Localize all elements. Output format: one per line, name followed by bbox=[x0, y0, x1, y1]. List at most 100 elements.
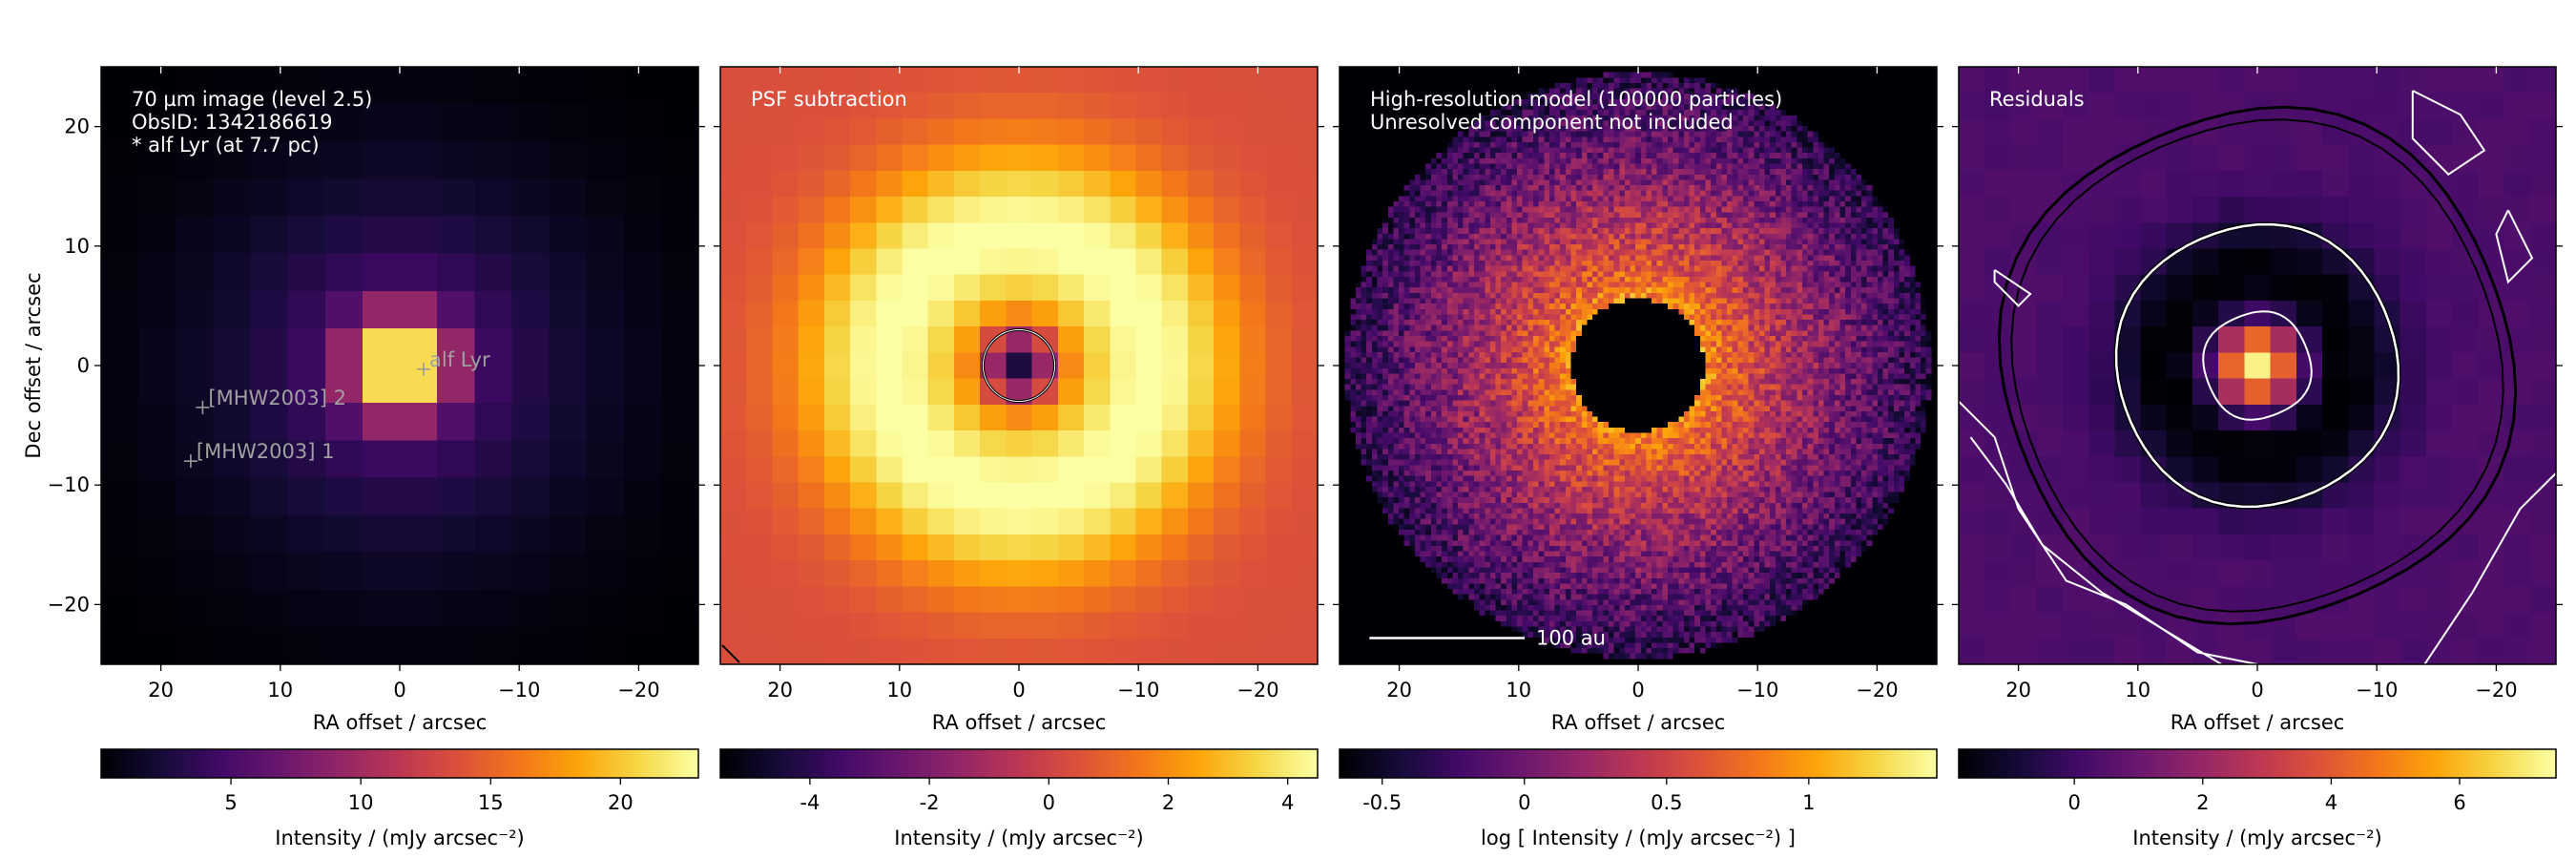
panel-residuals-ticks bbox=[1952, 67, 2563, 671]
x-tick-label: 10 bbox=[267, 679, 293, 702]
panel-image-annotation-1: ObsID: 1342186619 bbox=[132, 111, 333, 134]
panel-psf-subtraction-annotation-0: PSF subtraction bbox=[751, 88, 907, 111]
y-tick-label: 20 bbox=[64, 115, 90, 138]
panel-model-heatmap bbox=[1340, 67, 1937, 664]
colorbar-tick-label: 20 bbox=[608, 791, 634, 814]
x-tick-label: −10 bbox=[2356, 679, 2398, 702]
x-tick-label: −10 bbox=[498, 679, 540, 702]
colorbar-tick-label: 15 bbox=[478, 791, 504, 814]
colorbar-tick-label: 0 bbox=[1518, 791, 1530, 814]
x-tick-label: 10 bbox=[1506, 679, 1531, 702]
residual-contour-lobe-1 bbox=[1959, 400, 2258, 664]
x-tick-label: 0 bbox=[1012, 679, 1025, 702]
panel-psf-subtraction-colorbar bbox=[720, 749, 1318, 778]
x-tick-label: −10 bbox=[1736, 679, 1778, 702]
source-marker-1 bbox=[196, 400, 210, 414]
x-tick-label: 0 bbox=[1631, 679, 1644, 702]
panel-psf-subtraction-heatmap bbox=[720, 67, 1318, 664]
residual-contour-outer-neg bbox=[1997, 105, 2518, 626]
x-tick-label: 0 bbox=[393, 679, 405, 702]
panel-model-colorbar bbox=[1340, 749, 1937, 778]
panel-image-ticks bbox=[94, 67, 705, 671]
y-tick-label: −10 bbox=[48, 473, 90, 496]
colorbar-tick-label: 1 bbox=[1802, 791, 1815, 814]
panel-residuals-overlays bbox=[1959, 90, 2556, 664]
panel-model-ticks bbox=[1333, 67, 1943, 671]
residual-contour-lobe-4 bbox=[2411, 90, 2486, 176]
panel-psf-subtraction-ticks bbox=[714, 67, 1324, 671]
residual-contour-lobe-5 bbox=[2495, 209, 2534, 284]
panel-image-ylabel: Dec offset / arcsec bbox=[22, 272, 45, 458]
panel-image-annotation-2: * alf Lyr (at 7.7 pc) bbox=[132, 134, 320, 157]
panel-image-colorbar bbox=[101, 749, 698, 778]
colorbar-tick-label: 0 bbox=[2067, 791, 2080, 814]
x-tick-label: −20 bbox=[1236, 679, 1278, 702]
colorbar-tick-label: 4 bbox=[2325, 791, 2337, 814]
panel-model-annotation-0: High-resolution model (100000 particles) bbox=[1370, 88, 1782, 111]
overlay-layer bbox=[183, 90, 2556, 664]
source-marker-label-2: [MHW2003] 1 bbox=[197, 440, 335, 463]
panel-image-xlabel: RA offset / arcsec bbox=[313, 711, 488, 734]
colorbar-tick-label: 5 bbox=[224, 791, 237, 814]
colorbar-tick-label: -0.5 bbox=[1362, 791, 1402, 814]
panel-psf-subtraction-colorbar-frame bbox=[719, 748, 1319, 779]
panel-image-annotation-0: 70 µm image (level 2.5) bbox=[132, 88, 372, 111]
heatmap-layer bbox=[101, 67, 2556, 778]
source-marker-label-0: alf Lyr bbox=[429, 348, 490, 371]
x-tick-label: 20 bbox=[148, 679, 174, 702]
source-marker-2 bbox=[183, 454, 197, 469]
x-tick-label: 20 bbox=[767, 679, 793, 702]
panel-residuals-annotation-0: Residuals bbox=[1989, 88, 2085, 111]
residual-contour-lobe-3 bbox=[2423, 471, 2556, 664]
residual-contour-trough-light bbox=[2114, 222, 2400, 509]
y-tick-label: −20 bbox=[48, 593, 90, 616]
y-tick-label: 10 bbox=[64, 235, 90, 258]
y-tick-label: 0 bbox=[77, 354, 90, 377]
panel-model-annotation-1: Unresolved component not included bbox=[1370, 111, 1734, 134]
source-marker-0 bbox=[417, 362, 431, 376]
panel-image-heatmap bbox=[101, 67, 698, 664]
colorbar-tick-label: 0 bbox=[1043, 791, 1055, 814]
residual-contour-outer-neg-2 bbox=[2010, 118, 2504, 613]
panel-residuals-colorbar-label: Intensity / (mJy arcsec⁻²) bbox=[2132, 827, 2381, 849]
colorbar-tick-label: 6 bbox=[2453, 791, 2465, 814]
x-tick-label: 20 bbox=[2005, 679, 2031, 702]
panel-psf-subtraction-xlabel: RA offset / arcsec bbox=[932, 711, 1107, 734]
colorbar-tick-label: 0.5 bbox=[1651, 791, 1682, 814]
colorbar-tick-label: 2 bbox=[2196, 791, 2209, 814]
psf-contour-inner bbox=[982, 328, 1056, 403]
psf-corner-contour bbox=[721, 644, 740, 663]
x-tick-label: −20 bbox=[2475, 679, 2517, 702]
panel-model-xlabel: RA offset / arcsec bbox=[1551, 711, 1726, 734]
panel-residuals-heatmap bbox=[1959, 67, 2556, 664]
colorbar-tick-label: -4 bbox=[800, 791, 820, 814]
panel-residuals-colorbar-frame bbox=[1958, 748, 2557, 779]
panel-residuals-colorbar bbox=[1959, 749, 2556, 778]
panel-model-colorbar-label: log [ Intensity / (mJy arcsec⁻²) ] bbox=[1481, 827, 1796, 849]
x-tick-label: 20 bbox=[1386, 679, 1412, 702]
panel-residuals-xlabel: RA offset / arcsec bbox=[2171, 711, 2345, 734]
x-tick-label: −20 bbox=[617, 679, 659, 702]
text-layer: alf Lyr[MHW2003] 2[MHW2003] 120 10 0 −10 −20… bbox=[22, 88, 2518, 849]
panel-image-colorbar-frame bbox=[100, 748, 699, 779]
colorbar-tick-label: 10 bbox=[348, 791, 374, 814]
x-tick-label: −20 bbox=[1856, 679, 1898, 702]
scale-bar-label: 100 au bbox=[1536, 626, 1606, 649]
colorbar-tick-label: -2 bbox=[920, 791, 940, 814]
panel-image-colorbar-label: Intensity / (mJy arcsec⁻²) bbox=[275, 827, 524, 849]
source-marker-label-1: [MHW2003] 2 bbox=[208, 387, 346, 409]
x-tick-label: 0 bbox=[2251, 679, 2263, 702]
x-tick-label: 10 bbox=[886, 679, 912, 702]
residual-contour-peak bbox=[2202, 310, 2313, 421]
residual-contour-lobe-6 bbox=[1993, 268, 2032, 307]
x-tick-label: −10 bbox=[1117, 679, 1159, 702]
colorbar-tick-label: 4 bbox=[1281, 791, 1294, 814]
residual-contour-lobe-2 bbox=[1969, 436, 2222, 664]
panel-psf-subtraction-colorbar-label: Intensity / (mJy arcsec⁻²) bbox=[894, 827, 1143, 849]
axes-layer bbox=[94, 66, 2563, 785]
x-tick-label: 10 bbox=[2125, 679, 2150, 702]
panel-model-colorbar-frame bbox=[1339, 748, 1938, 779]
colorbar-tick-label: 2 bbox=[1162, 791, 1174, 814]
panel-psf-subtraction-overlays bbox=[721, 327, 1057, 663]
